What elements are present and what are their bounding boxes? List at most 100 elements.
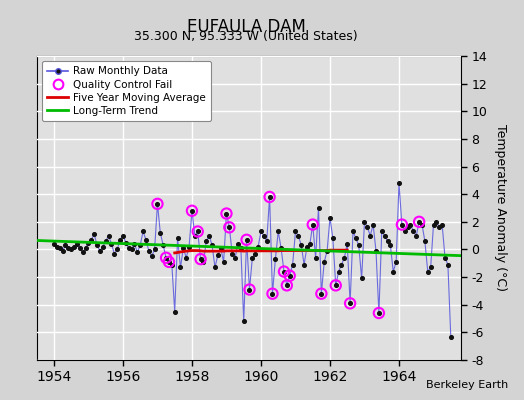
Point xyxy=(168,262,176,268)
Point xyxy=(52,244,61,250)
Point xyxy=(222,210,231,217)
Point xyxy=(182,254,190,261)
Point xyxy=(110,250,118,257)
Point xyxy=(64,245,72,251)
Point xyxy=(282,282,291,288)
Point xyxy=(361,219,369,225)
Point xyxy=(133,249,141,256)
Point xyxy=(366,232,375,239)
Point xyxy=(260,232,268,239)
Point xyxy=(435,224,443,230)
Point xyxy=(415,219,423,225)
Text: Berkeley Earth: Berkeley Earth xyxy=(426,380,508,390)
Point xyxy=(418,221,426,228)
Point xyxy=(332,282,340,288)
Point xyxy=(346,300,354,306)
Point xyxy=(205,232,213,239)
Point xyxy=(398,221,406,228)
Point xyxy=(317,290,325,297)
Point xyxy=(67,246,75,253)
Point xyxy=(349,228,357,235)
Point xyxy=(122,239,130,246)
Point xyxy=(211,264,219,271)
Point xyxy=(81,245,90,251)
Point xyxy=(79,249,87,256)
Point xyxy=(216,245,225,251)
Point xyxy=(300,262,308,268)
Point xyxy=(363,224,372,230)
Point xyxy=(355,242,363,248)
Point xyxy=(222,210,231,217)
Point xyxy=(403,224,412,230)
Point xyxy=(380,232,389,239)
Point xyxy=(378,228,386,235)
Point xyxy=(427,264,435,271)
Point xyxy=(294,232,302,239)
Point xyxy=(305,241,314,247)
Point xyxy=(96,248,104,254)
Text: EUFAULA DAM: EUFAULA DAM xyxy=(187,18,305,36)
Point xyxy=(340,254,348,261)
Y-axis label: Temperature Anomaly (°C): Temperature Anomaly (°C) xyxy=(494,124,507,292)
Point xyxy=(107,241,116,247)
Point xyxy=(412,232,420,239)
Point xyxy=(58,248,67,254)
Point xyxy=(145,248,153,254)
Point xyxy=(395,180,403,186)
Point xyxy=(375,310,383,316)
Point xyxy=(176,264,184,271)
Point xyxy=(314,205,323,211)
Point xyxy=(147,253,156,260)
Point xyxy=(90,231,99,238)
Point xyxy=(191,232,199,239)
Point xyxy=(188,208,196,214)
Point xyxy=(208,242,216,248)
Point xyxy=(185,244,193,250)
Point xyxy=(87,236,95,243)
Point xyxy=(329,235,337,242)
Point xyxy=(142,236,150,243)
Point xyxy=(372,248,380,254)
Point xyxy=(444,262,452,268)
Point xyxy=(73,241,81,247)
Point xyxy=(266,194,274,200)
Point xyxy=(398,221,406,228)
Point xyxy=(309,221,317,228)
Point xyxy=(271,256,280,262)
Point xyxy=(231,254,239,261)
Point xyxy=(311,254,320,261)
Point xyxy=(400,228,409,235)
Point xyxy=(375,310,383,316)
Point xyxy=(268,290,277,297)
Point xyxy=(179,245,188,251)
Point xyxy=(415,219,423,225)
Point xyxy=(243,236,251,243)
Point xyxy=(239,318,248,324)
Point xyxy=(214,252,222,258)
Point xyxy=(326,214,334,221)
Point xyxy=(159,242,167,248)
Point xyxy=(125,245,133,251)
Point xyxy=(282,282,291,288)
Point xyxy=(277,245,285,251)
Point xyxy=(446,333,455,340)
Point xyxy=(441,254,449,261)
Point xyxy=(84,239,93,246)
Point xyxy=(225,224,234,230)
Point xyxy=(127,246,136,253)
Point xyxy=(162,254,170,261)
Point xyxy=(286,272,294,279)
Point xyxy=(254,244,263,250)
Point xyxy=(286,272,294,279)
Point xyxy=(352,235,360,242)
Point xyxy=(309,221,317,228)
Point xyxy=(237,245,245,251)
Point xyxy=(392,259,400,265)
Point xyxy=(202,238,211,244)
Point xyxy=(332,282,340,288)
Point xyxy=(196,256,205,262)
Point xyxy=(323,248,331,254)
Point xyxy=(243,236,251,243)
Point xyxy=(165,259,173,265)
Point xyxy=(317,290,325,297)
